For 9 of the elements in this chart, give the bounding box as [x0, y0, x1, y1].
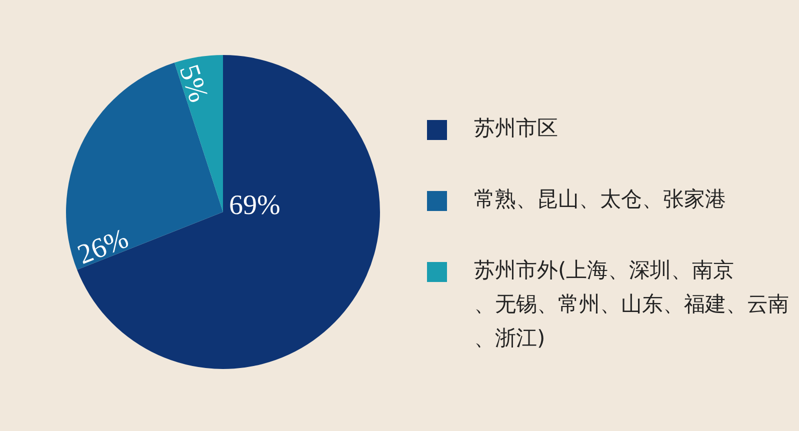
legend-label: 常熟、昆山、太仓、张家港 — [474, 187, 726, 211]
data-label: 26% — [74, 223, 133, 271]
data-label: 69% — [229, 190, 280, 221]
pie-slice — [77, 55, 380, 369]
data-label: 5% — [172, 61, 214, 106]
legend-label: 苏州市区 — [474, 116, 558, 140]
legend-label: 苏州市外(上海、深圳、南京、无锡、常州、山东、福建、云南、浙江) — [474, 258, 789, 350]
pie-slice — [66, 62, 223, 270]
pie-slice — [174, 55, 223, 212]
